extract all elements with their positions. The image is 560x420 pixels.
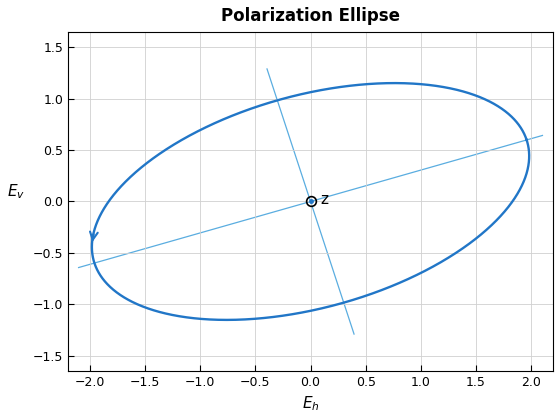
Text: z: z [320,192,329,207]
Title: Polarization Ellipse: Polarization Ellipse [221,7,400,25]
Y-axis label: $E_v$: $E_v$ [7,183,25,202]
X-axis label: $E_h$: $E_h$ [302,394,319,413]
